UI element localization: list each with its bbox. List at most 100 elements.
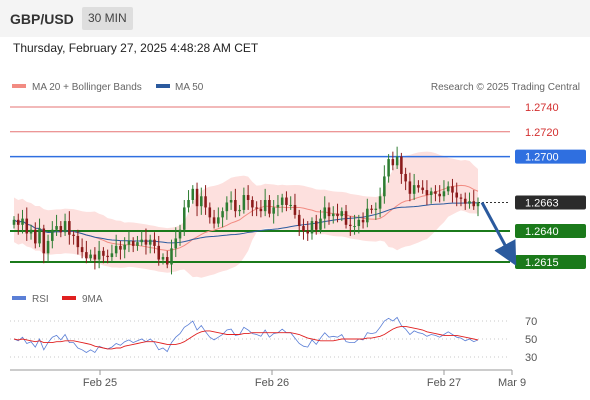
candle-body bbox=[276, 204, 280, 208]
candle-body bbox=[395, 156, 399, 166]
candle-body bbox=[468, 201, 471, 204]
candle-body bbox=[110, 253, 114, 258]
legend-rsi: RSI bbox=[32, 294, 49, 305]
candle-body bbox=[106, 255, 109, 258]
candle-body bbox=[455, 192, 458, 198]
candle-body bbox=[136, 242, 139, 246]
candle-body bbox=[59, 226, 63, 233]
candle-body bbox=[387, 159, 390, 177]
candle-body bbox=[459, 197, 463, 199]
level-badge-2 bbox=[515, 149, 586, 164]
legend-swatch-ma50 bbox=[156, 84, 170, 88]
candle-body bbox=[340, 211, 344, 217]
candle-body bbox=[323, 207, 327, 219]
candle-body bbox=[357, 219, 361, 227]
candle-body bbox=[446, 186, 450, 192]
candle-body bbox=[153, 239, 156, 246]
candle-body bbox=[370, 208, 373, 210]
candle-body bbox=[434, 191, 437, 194]
candle-body bbox=[285, 197, 288, 205]
candle-body bbox=[442, 191, 446, 197]
candle-body bbox=[21, 218, 24, 225]
candle-body bbox=[131, 240, 135, 246]
candle-body bbox=[263, 200, 267, 212]
candle-body bbox=[29, 229, 33, 234]
candle-body bbox=[378, 196, 382, 209]
candle-body bbox=[421, 187, 424, 191]
x-label-3: Mar 9 bbox=[498, 377, 526, 389]
rsi-tick-30: 30 bbox=[525, 352, 537, 364]
candle-body bbox=[114, 245, 118, 254]
candle-body bbox=[182, 207, 186, 230]
candle-body bbox=[80, 247, 84, 253]
candle-body bbox=[268, 200, 271, 214]
candle-body bbox=[374, 208, 378, 210]
candle-body bbox=[280, 197, 284, 205]
candle-body bbox=[408, 181, 412, 194]
candle-body bbox=[68, 221, 71, 235]
candle-body bbox=[46, 240, 50, 254]
candle-body bbox=[353, 226, 356, 228]
candle-body bbox=[191, 188, 195, 200]
candle-body bbox=[438, 193, 441, 197]
timeframe-badge[interactable]: 30 MIN bbox=[82, 7, 133, 30]
candle-body bbox=[238, 209, 241, 212]
candle-body bbox=[242, 195, 246, 210]
rsi-tick-70: 70 bbox=[525, 316, 537, 328]
candle-body bbox=[297, 214, 301, 227]
candle-body bbox=[144, 239, 148, 245]
candle-body bbox=[55, 226, 58, 230]
candle-body bbox=[123, 244, 126, 250]
x-label-2: Feb 27 bbox=[427, 377, 461, 389]
level-label-0: 1.2740 bbox=[525, 102, 559, 114]
candle-body bbox=[272, 207, 275, 214]
forecast-arrow bbox=[480, 201, 517, 266]
9ma-line bbox=[13, 325, 479, 350]
candle-body bbox=[187, 200, 190, 208]
chart-header: GBP/USD 30 MIN bbox=[0, 0, 590, 37]
candle-body bbox=[349, 224, 352, 227]
level-label-4: 1.2640 bbox=[525, 226, 559, 238]
watermark: Research © 2025 Trading Central bbox=[431, 82, 580, 93]
ma50-line bbox=[13, 202, 479, 244]
candle-body bbox=[34, 229, 37, 244]
candle-body bbox=[38, 228, 41, 244]
legend-ma20: MA 20 + Bollinger Bands bbox=[32, 82, 142, 93]
candle-body bbox=[319, 218, 322, 230]
rsi-tick-50: 50 bbox=[525, 334, 537, 346]
candle-body bbox=[12, 219, 16, 225]
candle-body bbox=[425, 190, 429, 196]
candle-body bbox=[383, 176, 386, 197]
candle-body bbox=[51, 229, 54, 241]
x-label-0: Feb 25 bbox=[83, 377, 117, 389]
level-badge-3 bbox=[515, 195, 586, 210]
candle-body bbox=[476, 202, 480, 207]
legend-9ma: 9MA bbox=[82, 294, 103, 305]
candle-body bbox=[157, 245, 161, 260]
candle-body bbox=[217, 217, 220, 224]
legend-swatch-ma20 bbox=[12, 84, 26, 88]
chart-datetime: Thursday, February 27, 2025 4:48:28 AM C… bbox=[13, 41, 259, 55]
candle-body bbox=[344, 211, 348, 225]
candle-body bbox=[463, 198, 467, 204]
legend-swatch-rsi bbox=[12, 296, 26, 300]
level-label-5: 1.2615 bbox=[525, 257, 559, 269]
candle-body bbox=[195, 188, 199, 207]
candle-body bbox=[314, 221, 318, 230]
candle-body bbox=[366, 208, 369, 223]
candle-body bbox=[42, 228, 46, 254]
candle-body bbox=[234, 200, 237, 212]
candle-body bbox=[361, 219, 365, 223]
candle-body bbox=[89, 254, 92, 259]
candle-body bbox=[208, 207, 212, 218]
level-label-1: 1.2720 bbox=[525, 127, 559, 139]
candle-body bbox=[200, 196, 203, 207]
rsi-line bbox=[13, 316, 479, 354]
candle-body bbox=[161, 257, 165, 260]
level-badge-5 bbox=[515, 255, 586, 269]
candle-body bbox=[72, 234, 75, 236]
candle-body bbox=[336, 213, 339, 217]
level-badge-4 bbox=[515, 224, 586, 238]
candle-body bbox=[255, 207, 258, 209]
legend-ma50: MA 50 bbox=[175, 82, 204, 93]
